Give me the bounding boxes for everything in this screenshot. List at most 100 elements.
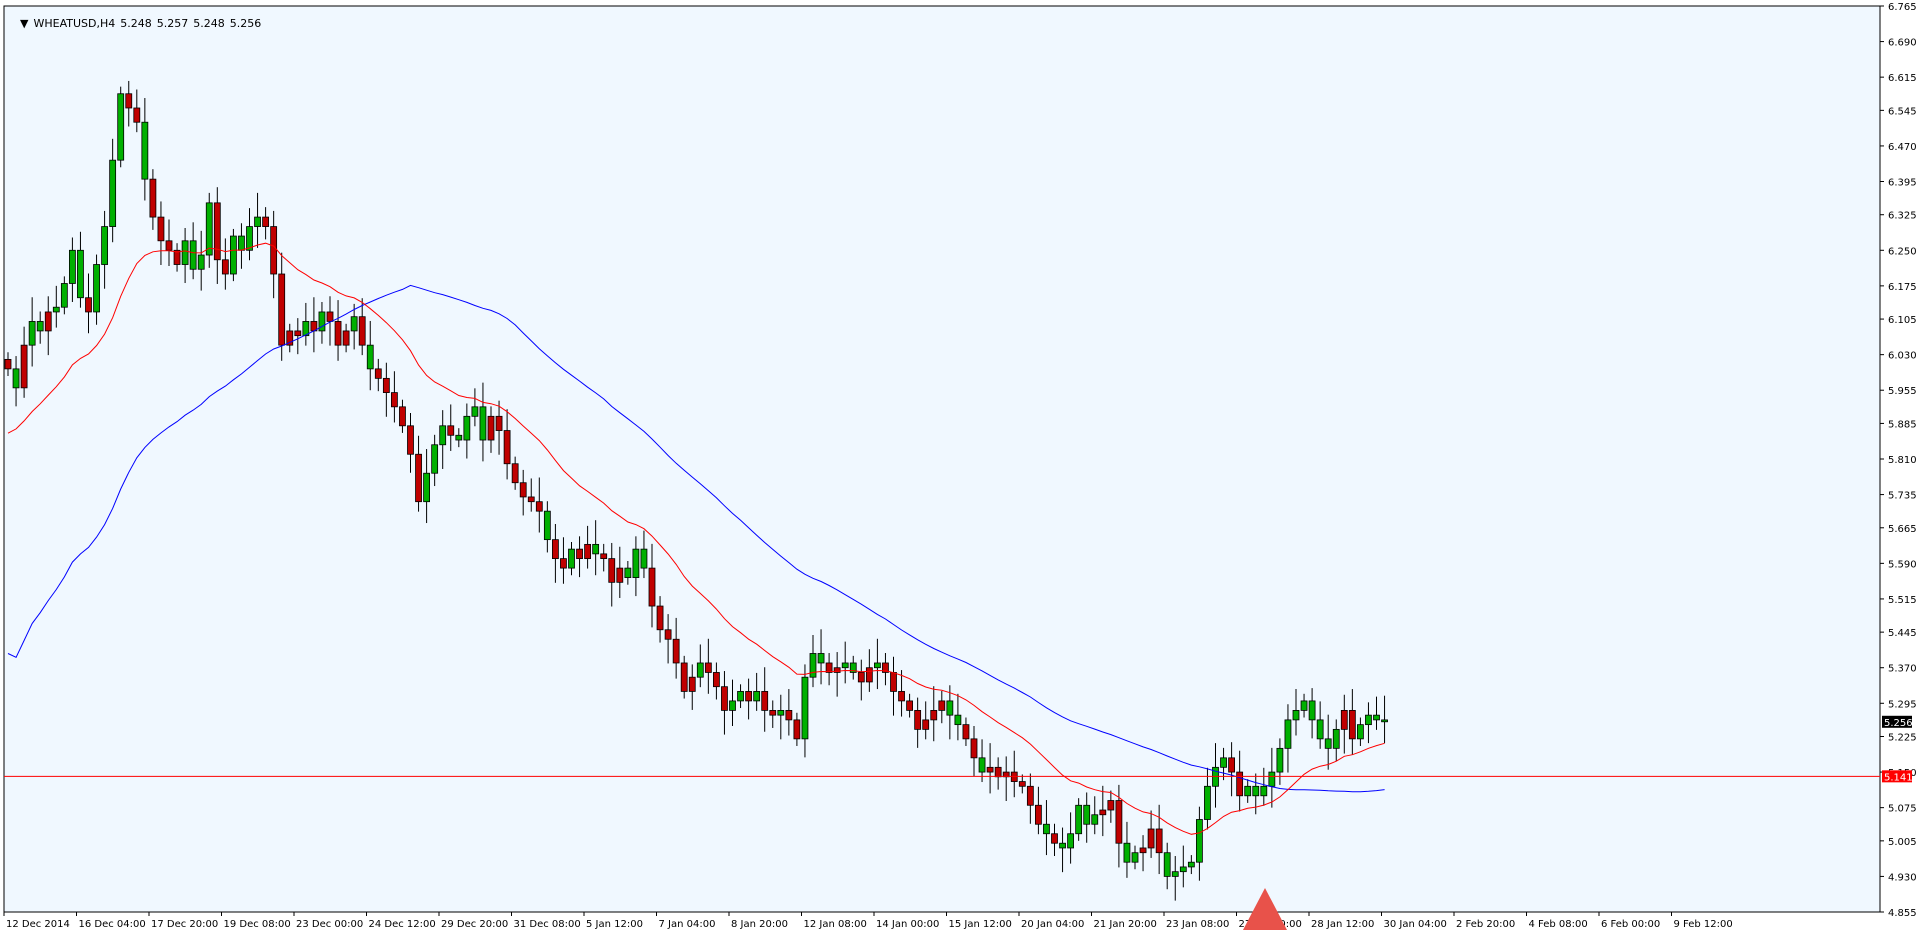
candle [390,392,398,408]
candle [608,558,616,583]
candle [600,553,608,560]
candle [60,283,68,308]
y-tick-label: 5.735 [1888,491,1917,502]
candle [254,216,261,227]
x-tick-label: 21 Jan 20:00 [1094,919,1157,930]
plot-area [3,5,1881,913]
candle [688,676,696,692]
y-tick-label: 5.370 [1888,664,1917,675]
candle [1131,852,1139,863]
candle [278,273,286,346]
x-tick-label: 12 Jan 08:00 [804,919,867,930]
candle [221,259,229,275]
candle [745,691,752,702]
x-tick-label: 23 Dec 00:00 [296,919,363,930]
candle [970,738,978,759]
candle [213,202,221,261]
y-tick-label: 6.105 [1888,315,1917,326]
candle [841,662,849,669]
candle [294,330,302,337]
candle [535,501,543,512]
candle [503,430,511,465]
candle [648,567,656,607]
candle [415,453,422,503]
x-tick-label: 24 Dec 12:00 [369,919,436,930]
candle [865,667,873,683]
last-price-tag [1882,715,1912,728]
candle [817,653,825,664]
candle [374,368,382,379]
candle [423,472,431,503]
candle [109,159,117,227]
x-tick-label: 16 Dec 04:00 [79,919,146,930]
candle [1187,861,1195,868]
candle [1083,804,1091,825]
support-price-tag [1882,770,1912,783]
y-tick-label: 4.930 [1888,872,1917,883]
y-tick-label: 5.225 [1888,732,1917,743]
candle [157,216,165,242]
y-tick-label: 6.030 [1888,351,1917,362]
candle [1348,710,1356,740]
y-tick-label: 5.295 [1888,699,1917,710]
y-tick-label: 5.955 [1888,386,1917,397]
candle [576,548,583,560]
candle [1163,852,1171,877]
candle [793,719,801,740]
candle [399,406,406,427]
candle [785,710,793,721]
candle [664,629,672,640]
candle [1300,700,1308,711]
candle [125,93,133,109]
y-tick-label: 5.665 [1888,524,1917,535]
candle [1171,871,1179,877]
x-tick-label: 28 Jan 12:00 [1311,919,1374,930]
candle [592,543,600,555]
candle [1043,823,1050,835]
candle [1357,724,1364,740]
candle [1340,710,1348,730]
candle [36,321,44,332]
x-tick-label: 14 Jan 00:00 [876,919,939,930]
ohlc-close: 5.256 [229,17,262,30]
candle [994,766,1002,778]
candle [922,719,930,730]
candle [479,406,487,441]
candle [704,662,712,673]
candle [1035,804,1042,825]
ma-slow-line [7,284,1385,793]
chart-title: ▼ WHEATUSD,H4 5.248 5.257 5.248 5.256 [6,4,266,43]
candle [632,548,640,578]
candle [44,311,52,332]
candle [1332,728,1340,749]
x-tick-label: 17 Dec 20:00 [151,919,218,930]
candle [189,240,197,270]
y-tick-label: 4.855 [1888,908,1917,919]
candle [753,691,761,702]
candle [1276,747,1284,773]
candle [874,662,881,669]
candle [366,344,374,370]
candle [584,543,591,560]
candle [52,306,60,313]
last-price-label: 5.256 [1884,718,1913,729]
candle [938,700,946,711]
x-tick-label: 29 Dec 20:00 [441,919,508,930]
candle [229,235,237,275]
candle [439,425,447,446]
candle [882,662,889,673]
candle [447,425,455,436]
candle [1260,785,1268,797]
candle [1220,757,1227,768]
candle [1107,800,1115,811]
candle [1316,719,1324,740]
candle [1204,785,1211,820]
dropdown-triangle-icon[interactable]: ▼ [20,17,29,30]
candle [640,548,648,569]
candle [1099,809,1107,816]
candle [696,662,704,678]
candle [527,496,535,503]
y-tick-label: 6.690 [1888,38,1917,49]
